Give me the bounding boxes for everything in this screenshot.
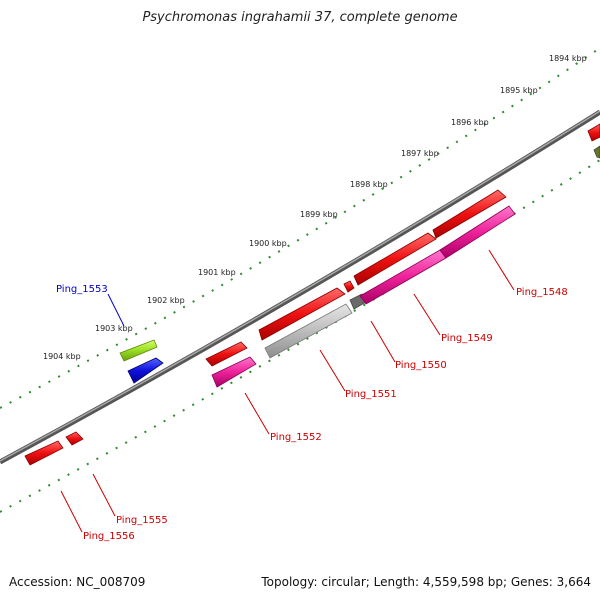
ruler-track-outer: [0, 47, 600, 409]
label-leader-ping-1556: [60, 490, 83, 533]
gene-label-ping-1549[interactable]: Ping_1549: [441, 333, 493, 344]
gene-feature-ping-1551[interactable]: [264, 303, 353, 359]
ruler-tick-label: 1903 kbp: [95, 324, 133, 333]
ruler-tick-label: 1896 kbp: [451, 118, 489, 127]
gene-feature-ping-1552[interactable]: [211, 356, 257, 388]
gene-label-ping-1555[interactable]: Ping_1555: [116, 515, 168, 526]
ruler-tick-label: 1895 kbp: [500, 86, 538, 95]
label-leader-ping-1550: [370, 320, 396, 363]
gene-feature-ping-1553-fwd[interactable]: [119, 339, 158, 362]
accession-label: Accession: NC_008709: [9, 575, 146, 589]
ruler-tick-label: 1897 kbp: [401, 149, 439, 158]
genome-title: Psychromonas ingrahamii 37, complete gen…: [142, 10, 458, 25]
gene-feature-ping-1551-fwd[interactable]: [258, 287, 346, 341]
ruler-tick-label: 1901 kbp: [198, 268, 236, 277]
genome-backbone-highlight: [0, 110, 600, 462]
gene-feature-ping-1550-fwd[interactable]: [353, 232, 437, 286]
gene-label-ping-1551[interactable]: Ping_1551: [345, 389, 397, 400]
label-leader-ping-1552: [244, 392, 270, 435]
gene-feature-ping-1548-fwd[interactable]: [432, 189, 507, 239]
gene-label-ping-1550[interactable]: Ping_1550: [395, 360, 447, 371]
gene-label-ping-1552[interactable]: Ping_1552: [270, 432, 322, 443]
label-leader-ping-1553: [107, 293, 125, 327]
gene-feature-ping-1548[interactable]: [439, 205, 516, 259]
label-leader-ping-1555: [92, 473, 116, 517]
ruler-tick-label: 1899 kbp: [300, 210, 338, 219]
gene-feature-ping-1556-fwd[interactable]: [24, 440, 64, 466]
label-leader-ping-1548: [488, 249, 515, 291]
gene-feature-edge-olive[interactable]: [593, 145, 600, 159]
label-leader-ping-1551: [319, 349, 346, 392]
gene-feature-ping-1553[interactable]: [127, 357, 164, 384]
ruler-tick-label: 1898 kbp: [350, 180, 388, 189]
ruler-tick-label: 1900 kbp: [249, 239, 287, 248]
gene-feature-ping-1552-fwd[interactable]: [205, 341, 248, 367]
gene-feature-edge-red[interactable]: [587, 123, 600, 142]
gene-feature-ping-1555-fwd[interactable]: [65, 431, 84, 446]
gene-label-ping-1556[interactable]: Ping_1556: [83, 531, 135, 542]
ruler-tick-label: 1894 kbp: [549, 54, 587, 63]
gene-feature-small-red[interactable]: [343, 280, 355, 293]
topology-label: Topology: circular; Length: 4,559,598 bp…: [261, 575, 591, 589]
gene-label-ping-1548[interactable]: Ping_1548: [516, 287, 568, 298]
gene-label-ping-1553[interactable]: Ping_1553: [56, 284, 108, 295]
ruler-tick-label: 1904 kbp: [43, 352, 81, 361]
label-leader-ping-1549: [413, 293, 441, 336]
ruler-tick-label: 1902 kbp: [147, 296, 185, 305]
genome-backbone: [0, 109, 600, 465]
